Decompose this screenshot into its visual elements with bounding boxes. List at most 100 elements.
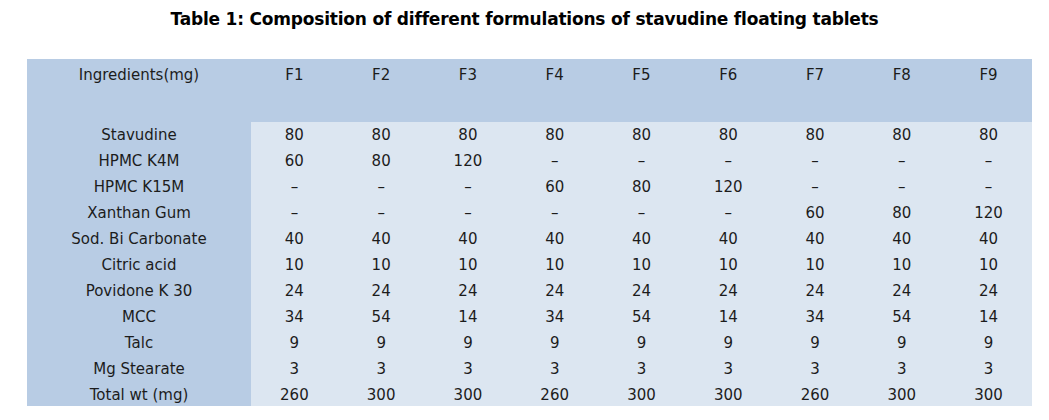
row-label-cell: Citric acid: [27, 252, 251, 278]
row-label-cell: Total wt (mg): [27, 382, 251, 406]
formulation-column-header: F9: [945, 59, 1032, 122]
table-cell: –: [858, 174, 945, 200]
table-cell: 24: [511, 278, 598, 304]
table-cell: 34: [772, 304, 859, 330]
table-cell: 40: [338, 226, 425, 252]
table-cell: 3: [425, 356, 512, 382]
table-cell: 260: [511, 382, 598, 406]
table-cell: 80: [685, 122, 772, 148]
formulation-column-header: F6: [685, 59, 772, 122]
formulation-column-header: F4: [511, 59, 598, 122]
table-cell: 300: [598, 382, 685, 406]
table-cell: 80: [251, 122, 338, 148]
table-cell: 3: [251, 356, 338, 382]
table-cell: 24: [772, 278, 859, 304]
table-cell: 10: [598, 252, 685, 278]
table-cell: 3: [598, 356, 685, 382]
table-cell: –: [338, 200, 425, 226]
table-cell: –: [945, 174, 1032, 200]
table-cell: 3: [338, 356, 425, 382]
table-cell: 10: [945, 252, 1032, 278]
table-cell: 9: [685, 330, 772, 356]
table-row: HPMC K15M–––6080120–––: [27, 174, 1032, 200]
table-row: Povidone K 30242424242424242424: [27, 278, 1032, 304]
table-cell: –: [511, 148, 598, 174]
table-row: Citric acid101010101010101010: [27, 252, 1032, 278]
table-row: MCC345414345414345414: [27, 304, 1032, 330]
row-label-cell: Talc: [27, 330, 251, 356]
formulation-column-header: F5: [598, 59, 685, 122]
table-row: Mg Stearate333333333: [27, 356, 1032, 382]
row-label-cell: Stavudine: [27, 122, 251, 148]
table-cell: 80: [945, 122, 1032, 148]
table-cell: 80: [338, 148, 425, 174]
ingredients-column-header: Ingredients(mg): [27, 59, 251, 122]
row-label-cell: Sod. Bi Carbonate: [27, 226, 251, 252]
page: Table 1: Composition of different formul…: [0, 0, 1049, 420]
table-cell: 300: [338, 382, 425, 406]
table-cell: 60: [251, 148, 338, 174]
table-cell: 3: [945, 356, 1032, 382]
table-cell: 40: [685, 226, 772, 252]
formulation-column-header: F2: [338, 59, 425, 122]
row-label-cell: MCC: [27, 304, 251, 330]
table-cell: –: [338, 174, 425, 200]
table-cell: 260: [251, 382, 338, 406]
table-cell: 9: [858, 330, 945, 356]
table-cell: –: [685, 148, 772, 174]
table-cell: –: [772, 174, 859, 200]
table-cell: 40: [858, 226, 945, 252]
table-cell: 14: [685, 304, 772, 330]
table-cell: 24: [425, 278, 512, 304]
row-label-cell: HPMC K4M: [27, 148, 251, 174]
table-cell: 40: [945, 226, 1032, 252]
table-cell: 40: [598, 226, 685, 252]
table-row: Total wt (mg)260300300260300300260300300: [27, 382, 1032, 406]
table-cell: 80: [858, 122, 945, 148]
table-cell: 80: [858, 200, 945, 226]
table-body: Stavudine808080808080808080HPMC K4M60801…: [27, 122, 1032, 406]
row-label-cell: Mg Stearate: [27, 356, 251, 382]
composition-table: Ingredients(mg)F1F2F3F4F5F6F7F8F9 Stavud…: [27, 59, 1032, 406]
table-cell: 80: [425, 122, 512, 148]
table-cell: 300: [685, 382, 772, 406]
table-cell: 54: [598, 304, 685, 330]
table-cell: 3: [772, 356, 859, 382]
table-cell: 34: [251, 304, 338, 330]
table-cell: 300: [945, 382, 1032, 406]
table-cell: –: [425, 174, 512, 200]
table-cell: 3: [858, 356, 945, 382]
row-label-cell: HPMC K15M: [27, 174, 251, 200]
formulation-column-header: F1: [251, 59, 338, 122]
formulation-column-header: F3: [425, 59, 512, 122]
table-row: Sod. Bi Carbonate404040404040404040: [27, 226, 1032, 252]
table-cell: –: [858, 148, 945, 174]
table-cell: 9: [425, 330, 512, 356]
table-cell: 10: [685, 252, 772, 278]
table-cell: 9: [251, 330, 338, 356]
table-cell: 24: [598, 278, 685, 304]
table-cell: 24: [945, 278, 1032, 304]
table-cell: 9: [945, 330, 1032, 356]
formulation-column-header: F8: [858, 59, 945, 122]
table-cell: 40: [511, 226, 598, 252]
table-row: Xanthan Gum––––––6080120: [27, 200, 1032, 226]
table-cell: 10: [251, 252, 338, 278]
table-cell: 80: [511, 122, 598, 148]
table-cell: 300: [425, 382, 512, 406]
table-cell: 54: [858, 304, 945, 330]
table-cell: 40: [425, 226, 512, 252]
table-cell: 120: [945, 200, 1032, 226]
row-label-cell: Povidone K 30: [27, 278, 251, 304]
table-cell: 120: [425, 148, 512, 174]
table-cell: 10: [425, 252, 512, 278]
table-cell: 120: [685, 174, 772, 200]
table-cell: –: [425, 200, 512, 226]
row-label-cell: Xanthan Gum: [27, 200, 251, 226]
table-cell: 54: [338, 304, 425, 330]
table-cell: 34: [511, 304, 598, 330]
table-cell: –: [251, 200, 338, 226]
table-cell: 300: [858, 382, 945, 406]
table-cell: 9: [511, 330, 598, 356]
table-cell: 60: [772, 200, 859, 226]
